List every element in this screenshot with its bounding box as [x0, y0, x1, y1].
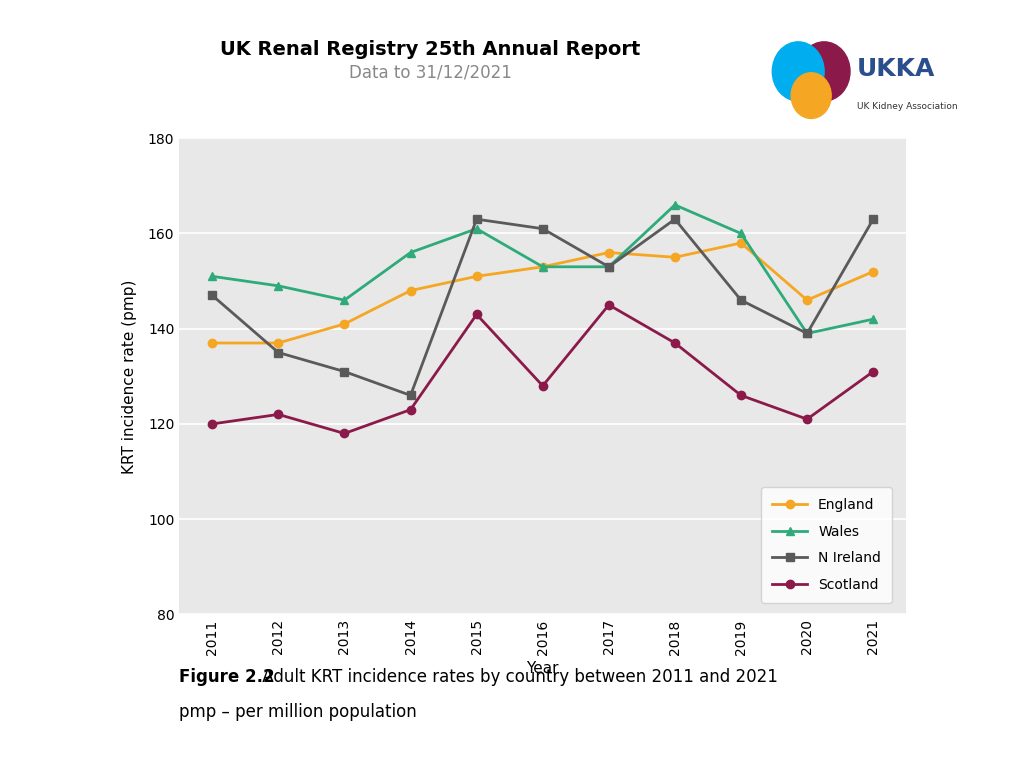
Circle shape: [799, 41, 850, 101]
Y-axis label: KRT incidence rate (pmp): KRT incidence rate (pmp): [122, 279, 137, 474]
Text: Data to 31/12/2021: Data to 31/12/2021: [348, 64, 512, 82]
Text: UK Renal Registry 25th Annual Report: UK Renal Registry 25th Annual Report: [220, 41, 640, 59]
Text: UKKA: UKKA: [857, 57, 936, 81]
Circle shape: [792, 73, 831, 118]
Text: Figure 2.2: Figure 2.2: [179, 668, 274, 686]
Text: pmp – per million population: pmp – per million population: [179, 703, 417, 720]
Legend: England, Wales, N Ireland, Scotland: England, Wales, N Ireland, Scotland: [761, 487, 892, 603]
Circle shape: [772, 41, 824, 101]
Text: Adult KRT incidence rates by country between 2011 and 2021: Adult KRT incidence rates by country bet…: [257, 668, 778, 686]
Text: UK Kidney Association: UK Kidney Association: [857, 102, 957, 111]
X-axis label: Year: Year: [526, 661, 559, 677]
